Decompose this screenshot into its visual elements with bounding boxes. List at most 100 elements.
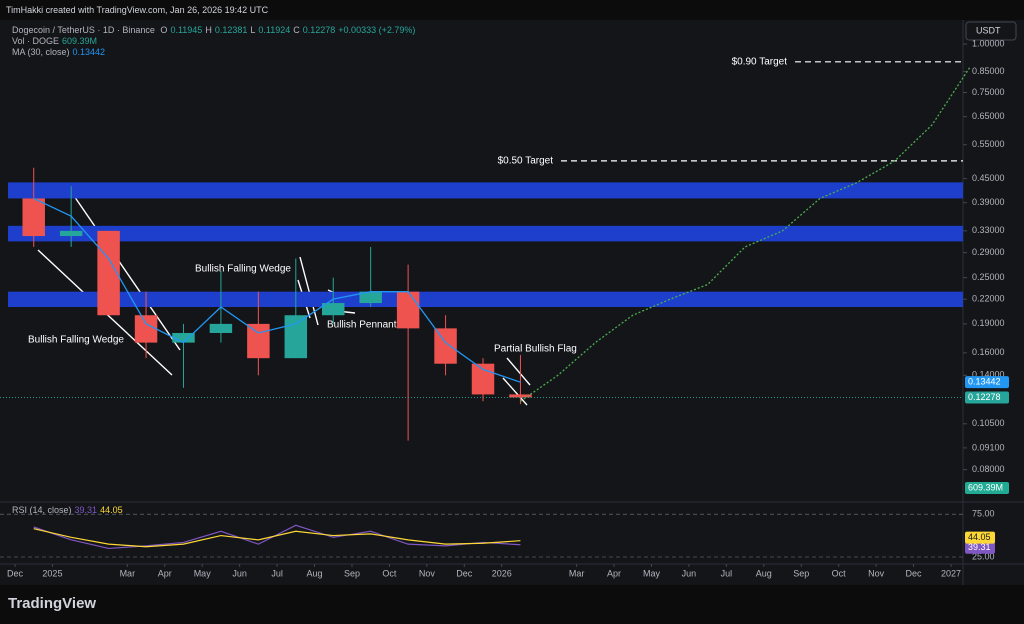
x-tick-label: 2026 (492, 568, 512, 578)
ma-legend: MA (30, close) 0.13442 (12, 47, 108, 57)
y-tick-label: 0.65000 (972, 111, 1005, 121)
rsi-value: 39.31 (74, 505, 98, 515)
x-tick-label: Nov (419, 568, 436, 578)
ohlc-key: O (160, 25, 168, 35)
candle-body (284, 315, 308, 359)
credit: TimHakki created with TradingView.com, J… (6, 5, 269, 15)
rsi-line (33, 528, 521, 548)
currency-button-label[interactable]: USDT (976, 25, 1001, 35)
target-label: $0.90 Target (732, 56, 788, 67)
x-tick-label: Dec (456, 568, 473, 578)
ma-value: 0.13442 (72, 47, 106, 57)
volume-label: Vol · DOGE (12, 36, 60, 46)
x-tick-label: 2025 (42, 568, 62, 578)
x-tick-label: Aug (307, 568, 323, 578)
currency-button[interactable] (965, 21, 1017, 41)
x-tick-label: May (194, 568, 212, 578)
rsi-tag (965, 531, 995, 544)
x-tick-label: Oct (832, 568, 847, 578)
x-tick-label: Jul (271, 568, 283, 578)
ohlc-value: 0.12381 (214, 25, 248, 35)
y-tick-label: 0.14000 (972, 370, 1005, 380)
x-tick-label: Mar (569, 568, 585, 578)
y-tick-label: 1.00000 (972, 38, 1005, 48)
candle-body (322, 303, 345, 316)
rsi-tag-label: 39.31 (968, 542, 991, 552)
rsi-ma-value: 44.05 (100, 505, 123, 515)
support-zone (8, 291, 963, 308)
y-tick-label: 0.25000 (972, 272, 1005, 282)
y-tick-label: 75.00 (972, 509, 995, 519)
candle-body (134, 315, 158, 343)
y-tick-label: 0.19000 (972, 318, 1005, 328)
y-tick-label: 0.85000 (972, 66, 1005, 76)
y-tick-label: 0.10500 (972, 418, 1005, 428)
price-tag-label: 0.12278 (968, 392, 1001, 402)
rsi-tag-label: 44.05 (968, 532, 991, 542)
x-tick-label: Dec (7, 568, 24, 578)
ohlc-key: C (293, 25, 300, 35)
rsi-tag (965, 541, 995, 554)
price-tag-label: 0.13442 (968, 377, 1001, 387)
x-tick-label: Jul (721, 568, 733, 578)
ohlc-key: H (205, 25, 212, 35)
y-tick-label: 0.22000 (972, 294, 1005, 304)
y-tick-label: 0.39000 (972, 197, 1005, 207)
x-tick-label: Mar (120, 568, 136, 578)
candle-body (359, 291, 382, 304)
ohlc-key: L (250, 25, 256, 35)
x-tick-label: Jun (232, 568, 247, 578)
support-zone (8, 225, 963, 242)
rsi-label: RSI (14, close) (12, 505, 72, 515)
pattern-label: Bullish Falling Wedge (195, 264, 291, 275)
symbol: Dogecoin / TetherUS · 1D · Binance (12, 25, 155, 35)
candle-body (396, 291, 420, 329)
candle-body (471, 363, 495, 395)
x-tick-label: Apr (158, 568, 172, 578)
x-tick-label: Nov (868, 568, 885, 578)
x-tick-label: Sep (793, 568, 809, 578)
brand-logo: TradingView (8, 595, 96, 612)
ma-label: MA (30, close) (12, 47, 70, 57)
pattern-label: Bullish Pennant (327, 320, 397, 331)
candle-body (509, 394, 532, 398)
y-tick-label: 0.09100 (972, 442, 1005, 452)
x-tick-label: May (643, 568, 661, 578)
y-tick-label: 0.08000 (972, 464, 1005, 474)
target-label: $0.50 Target (498, 155, 554, 166)
ma-line (33, 197, 521, 383)
y-tick-label: 0.29000 (972, 247, 1005, 257)
price-tag (965, 391, 1009, 404)
pattern-label: Bullish Falling Wedge (28, 335, 124, 346)
volume-tag-label: 609.39M (968, 482, 1003, 492)
ohlc-value: 0.11945 (170, 25, 203, 35)
rsi-line (33, 524, 521, 550)
y-tick-label: 25.00 (972, 551, 995, 561)
ohlc-value: 0.12278 (302, 25, 336, 35)
volume-tag (965, 482, 1009, 494)
volume-legend: Vol · DOGE 609.39M (12, 36, 100, 46)
candle-body (22, 198, 45, 237)
change: +0.00333 (+2.79%) (338, 25, 416, 35)
projection-path (520, 67, 971, 402)
price-tag (965, 376, 1009, 389)
pattern-line (299, 256, 319, 326)
x-tick-label: Sep (344, 568, 360, 578)
pattern-line (71, 192, 181, 351)
pattern-line (502, 377, 528, 406)
ohlc-value: 0.11924 (258, 25, 291, 35)
x-tick-label: 2027 (941, 568, 961, 578)
pattern-label: Partial Bullish Flag (494, 344, 577, 355)
candle-body (434, 328, 457, 364)
support-zone (8, 182, 963, 199)
volume-value: 609.39M (62, 36, 98, 46)
rsi-legend: RSI (14, close) 39.31 44.05 (12, 505, 126, 515)
ohlc-legend: Dogecoin / TetherUS · 1D · Binance O 0.11… (12, 25, 418, 35)
x-tick-label: Jun (682, 568, 697, 578)
x-tick-label: Oct (382, 568, 397, 578)
x-tick-label: Dec (906, 568, 923, 578)
candle-body (172, 332, 195, 343)
y-tick-label: 0.75000 (972, 87, 1005, 97)
